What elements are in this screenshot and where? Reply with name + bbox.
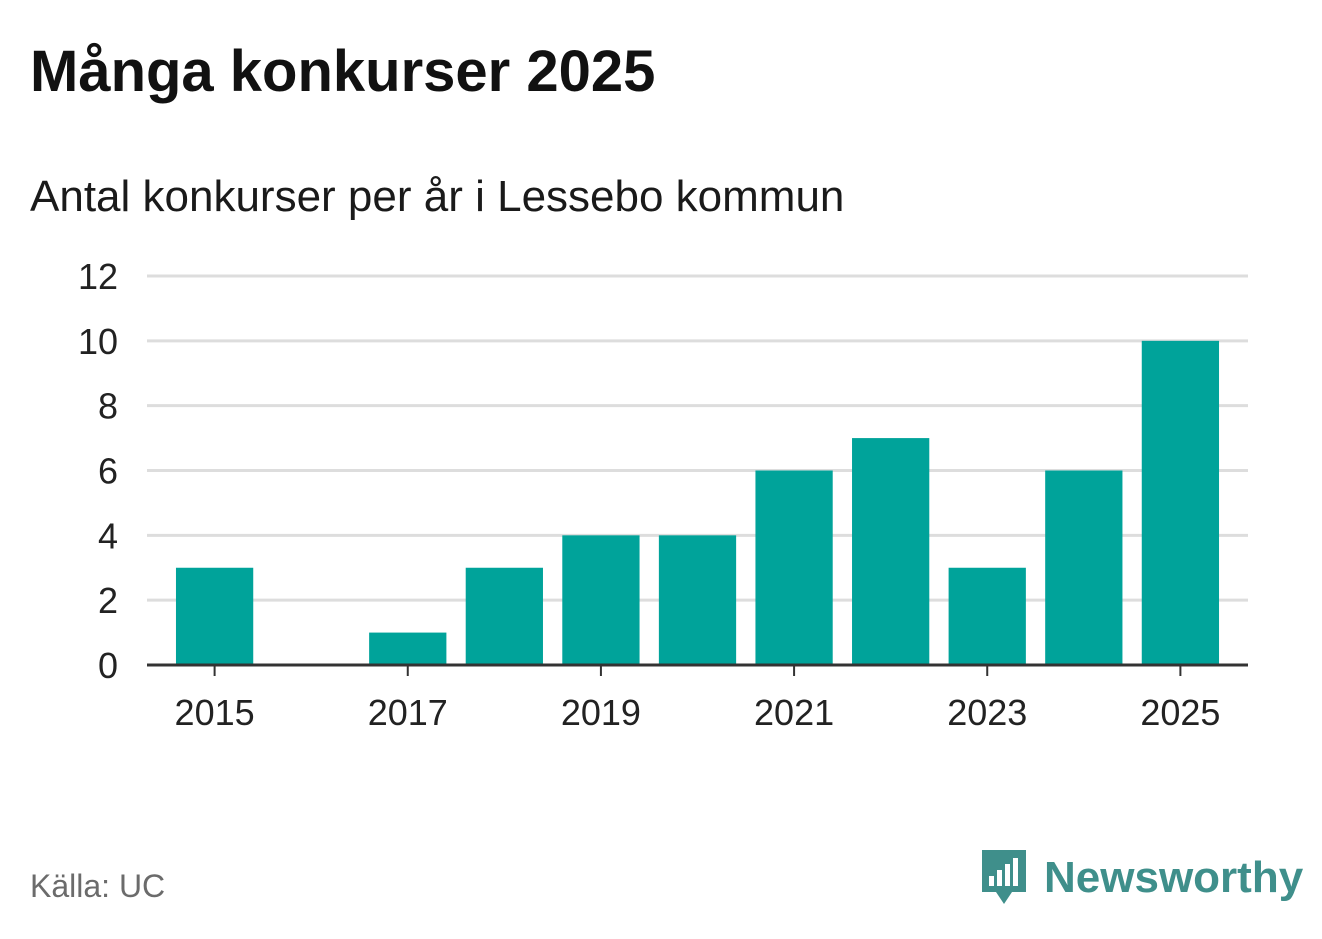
bar-2018 — [465, 567, 543, 665]
tick-labels: 0 2 4 6 8 10 12 2015 2017 2019 2021 2023 2025 — [78, 256, 1220, 733]
bar-chart: 0 2 4 6 8 10 12 2015 2017 2019 2021 2023 2025 — [78, 256, 1248, 733]
y-tick-label: 12 — [78, 256, 118, 297]
bar-2020 — [658, 535, 737, 665]
bar-2023 — [948, 567, 1026, 665]
x-tick-label: 2017 — [368, 692, 448, 733]
y-tick-label: 10 — [78, 321, 118, 362]
y-tick-label: 2 — [98, 580, 118, 621]
bars — [175, 340, 1220, 665]
chart-title: Många konkurser 2025 — [30, 39, 656, 104]
bar-2019 — [562, 535, 640, 665]
brand-name: Newsworthy — [1044, 853, 1304, 902]
y-tick-label: 0 — [98, 645, 118, 686]
y-tick-label: 4 — [98, 515, 118, 556]
chart-subtitle: Antal konkurser per år i Lessebo kommun — [30, 172, 845, 221]
bar-2017 — [369, 632, 447, 665]
bar-2025 — [1141, 340, 1220, 665]
x-tick-label: 2021 — [754, 692, 834, 733]
x-tick-label: 2015 — [175, 692, 255, 733]
axes — [147, 663, 1248, 676]
y-tick-label: 8 — [98, 386, 118, 427]
bar-2024 — [1045, 470, 1123, 665]
x-tick-label: 2025 — [1140, 692, 1220, 733]
x-tick-label: 2019 — [561, 692, 641, 733]
source-note: Källa: UC — [30, 868, 166, 904]
bar-2021 — [755, 470, 833, 665]
brand-logo: Newsworthy — [978, 846, 1303, 910]
y-tick-label: 6 — [98, 451, 118, 492]
x-tick-label: 2023 — [947, 692, 1027, 733]
newsworthy-logo-icon — [982, 850, 1026, 904]
bar-2022 — [852, 438, 930, 665]
bar-2015 — [175, 567, 254, 665]
